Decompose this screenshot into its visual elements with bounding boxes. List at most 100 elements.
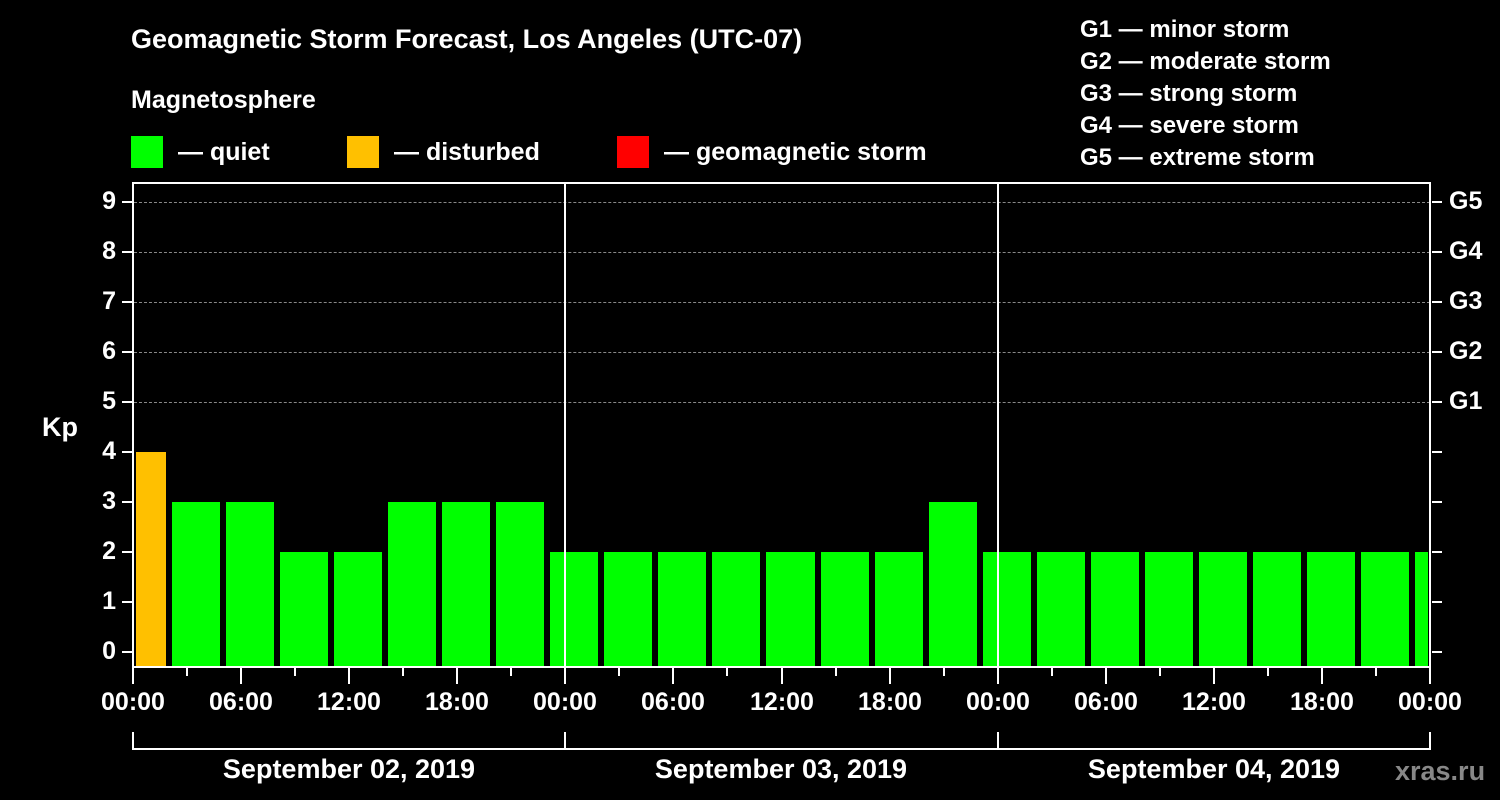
y-tick-right — [1432, 301, 1442, 303]
y-tick — [122, 651, 132, 653]
kp-bar — [658, 552, 707, 666]
gridline — [134, 252, 1430, 253]
chart-title: Geomagnetic Storm Forecast, Los Angeles … — [131, 24, 803, 54]
g-level-label: G3 — [1449, 287, 1483, 315]
x-tick-minor — [618, 668, 620, 676]
y-tick-right — [1432, 251, 1442, 253]
date-bracket-tick — [132, 732, 134, 750]
x-tick-major — [781, 668, 783, 684]
x-tick-minor — [402, 668, 404, 676]
kp-bar — [334, 552, 383, 666]
g-level-label: G4 — [1449, 237, 1483, 265]
kp-bar — [1360, 552, 1409, 666]
kp-bar — [1144, 552, 1193, 666]
gridline — [134, 352, 1430, 353]
date-bracket — [134, 748, 1431, 750]
y-tick-right — [1432, 601, 1442, 603]
y-tick-right — [1432, 201, 1442, 203]
legend-storm-label: — geomagnetic storm — [664, 137, 927, 166]
kp-bar — [1090, 552, 1139, 666]
gridline — [134, 202, 1430, 203]
date-bracket-tick — [1429, 732, 1431, 750]
date-bracket-tick — [997, 732, 999, 750]
y-tick-right — [1432, 651, 1442, 653]
x-tick-minor — [1375, 668, 1377, 676]
day-divider — [997, 182, 999, 668]
g3-legend: G3 — strong storm — [1080, 80, 1298, 107]
x-tick-label: 06:00 — [641, 688, 705, 716]
kp-bar — [442, 502, 491, 666]
g-level-label: G2 — [1449, 337, 1483, 365]
kp-bar — [550, 552, 599, 666]
legend-disturbed-label: — disturbed — [394, 137, 540, 166]
plot-frame — [132, 182, 1431, 668]
y-tick-label: 7 — [102, 287, 116, 315]
y-tick-label: 4 — [102, 437, 116, 465]
x-tick-minor — [1159, 668, 1161, 676]
legend-storm: — geomagnetic storm — [617, 136, 927, 168]
x-tick-label: 00:00 — [101, 688, 165, 716]
y-tick-label: 1 — [102, 587, 116, 615]
y-tick — [122, 451, 132, 453]
kp-bar — [604, 552, 653, 666]
x-tick-minor — [943, 668, 945, 676]
kp-bar — [1414, 552, 1428, 666]
x-tick-major — [240, 668, 242, 684]
date-label: September 03, 2019 — [654, 754, 908, 784]
kp-bar — [1198, 552, 1247, 666]
g-level-label: G5 — [1449, 187, 1483, 215]
x-tick-label: 18:00 — [858, 688, 922, 716]
x-tick-label: 00:00 — [1398, 688, 1462, 716]
y-tick-label: 9 — [102, 187, 116, 215]
quiet-swatch — [131, 136, 163, 168]
x-tick-minor — [294, 668, 296, 676]
x-tick-major — [672, 668, 674, 684]
x-tick-major — [1429, 668, 1431, 684]
watermark: xras.ru — [1395, 756, 1486, 786]
g-level-label: G1 — [1449, 387, 1483, 415]
kp-bar — [982, 552, 1031, 666]
x-tick-minor — [510, 668, 512, 676]
y-tick-right — [1432, 401, 1442, 403]
x-tick-label: 12:00 — [750, 688, 814, 716]
x-tick-major — [348, 668, 350, 684]
y-tick — [122, 601, 132, 603]
x-tick-major — [456, 668, 458, 684]
gridline — [134, 402, 1430, 403]
y-tick — [122, 251, 132, 253]
x-tick-major — [889, 668, 891, 684]
date-label: September 02, 2019 — [222, 754, 476, 784]
g-scale-legend: G1 — minor storm G2 — moderate storm G3 … — [1080, 14, 1331, 174]
x-tick-major — [132, 668, 134, 684]
y-tick-right — [1432, 351, 1442, 353]
x-tick-major — [997, 668, 999, 684]
g5-legend: G5 — extreme storm — [1080, 144, 1315, 171]
y-tick-label: 5 — [102, 387, 116, 415]
x-tick-label: 00:00 — [966, 688, 1030, 716]
kp-bar — [1252, 552, 1301, 666]
y-tick-label: 3 — [102, 487, 116, 515]
y-tick-label: 6 — [102, 337, 116, 365]
x-tick-label: 12:00 — [1182, 688, 1246, 716]
y-tick — [122, 401, 132, 403]
y-tick-right — [1432, 451, 1442, 453]
g2-legend: G2 — moderate storm — [1080, 48, 1331, 75]
x-tick-minor — [1051, 668, 1053, 676]
gridline — [134, 302, 1430, 303]
y-tick-label: 2 — [102, 537, 116, 565]
x-tick-minor — [835, 668, 837, 676]
y-tick — [122, 501, 132, 503]
g4-legend: G4 — severe storm — [1080, 112, 1299, 139]
legend-title: Magnetosphere — [131, 86, 316, 114]
x-tick-major — [1321, 668, 1323, 684]
x-tick-label: 18:00 — [425, 688, 489, 716]
x-tick-minor — [726, 668, 728, 676]
y-tick — [122, 301, 132, 303]
y-tick-right — [1432, 551, 1442, 553]
kp-bar — [928, 502, 977, 666]
y-tick — [122, 201, 132, 203]
x-tick-major — [1105, 668, 1107, 684]
x-tick-label: 12:00 — [317, 688, 381, 716]
x-tick-label: 06:00 — [1074, 688, 1138, 716]
kp-bar — [226, 502, 275, 666]
